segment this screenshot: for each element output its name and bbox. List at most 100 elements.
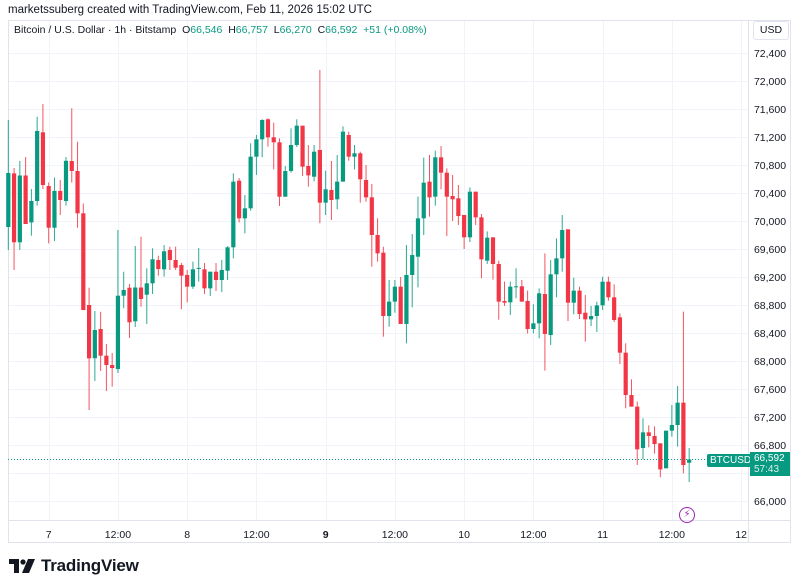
price-tick-label: 72,400 xyxy=(754,48,786,60)
candle xyxy=(208,271,213,296)
candle xyxy=(352,144,357,170)
candle xyxy=(121,271,126,309)
candle xyxy=(560,214,565,272)
candle-body xyxy=(231,181,236,248)
candle-body xyxy=(617,317,623,353)
candle-body xyxy=(479,217,484,260)
candle xyxy=(663,430,669,469)
candle xyxy=(202,263,207,295)
candle-body xyxy=(646,432,651,436)
candle xyxy=(115,230,121,373)
time-tick-label: 12:00 xyxy=(382,529,408,541)
candle-body xyxy=(63,160,69,201)
candle-body xyxy=(202,269,207,289)
candle-body xyxy=(283,171,288,197)
candle-body xyxy=(450,196,455,200)
time-tick-label: 12:00 xyxy=(659,529,685,541)
price-tick-label: 66,800 xyxy=(754,440,786,452)
candle-body xyxy=(681,402,686,466)
candle-body xyxy=(115,295,121,369)
time-tick-label: 7 xyxy=(46,529,52,541)
candle-body xyxy=(640,432,646,449)
candle-body xyxy=(167,249,172,260)
candle-body xyxy=(317,150,322,203)
candle-body xyxy=(161,251,167,270)
candle xyxy=(588,305,594,326)
price-tick-label: 68,800 xyxy=(754,300,786,312)
candle-body xyxy=(496,263,501,302)
price-axis: 72,400 72,000 71,600 71,200 70,800 70,400 70,0… xyxy=(754,48,786,508)
candle-body xyxy=(410,255,415,275)
currency-button[interactable]: USD xyxy=(753,21,789,40)
time-tick-label: 11 xyxy=(597,529,608,541)
candle-body xyxy=(35,130,40,201)
candle-body xyxy=(127,287,132,323)
candle-body xyxy=(444,172,449,197)
candle-body xyxy=(490,237,496,264)
lightning-icon[interactable]: ⚡︎ xyxy=(679,507,695,523)
tradingview-logo[interactable]: TradingView xyxy=(9,556,139,576)
candle xyxy=(196,248,201,282)
bar-countdown: 57:43 xyxy=(754,464,780,475)
candle-body xyxy=(265,119,271,138)
candle-body xyxy=(531,323,536,330)
candle-body xyxy=(173,259,178,268)
candle xyxy=(150,248,155,295)
candle-body xyxy=(58,190,63,200)
candle-body xyxy=(467,191,472,238)
candle-body xyxy=(110,364,115,368)
candle-body xyxy=(69,161,74,172)
candle-body xyxy=(98,329,103,356)
candle xyxy=(40,104,46,190)
candle xyxy=(248,143,253,211)
candle xyxy=(138,236,144,307)
candle-body xyxy=(92,329,97,359)
candle xyxy=(277,138,282,207)
candle-body xyxy=(23,175,28,225)
candle-body xyxy=(404,274,409,324)
candle-body xyxy=(612,297,617,320)
candle xyxy=(260,119,265,158)
time-tick-label: 12:00 xyxy=(520,529,546,541)
candle xyxy=(502,281,507,306)
candle xyxy=(340,126,346,182)
candle xyxy=(369,183,374,267)
tradingview-logo-icon xyxy=(9,559,35,573)
candle xyxy=(35,116,40,206)
candle-body xyxy=(369,197,374,235)
candle-body xyxy=(456,198,461,217)
candle xyxy=(542,253,548,371)
candle-body xyxy=(554,258,559,275)
candle-body xyxy=(335,181,340,200)
candle xyxy=(623,343,628,409)
candle xyxy=(479,214,484,279)
candle-body xyxy=(208,271,213,289)
candle xyxy=(317,70,322,224)
price-tick-label: 70,000 xyxy=(754,216,786,228)
candle xyxy=(86,287,92,410)
candle-body xyxy=(306,165,311,176)
candle xyxy=(92,311,97,382)
last-price-value: 66,592 xyxy=(754,453,785,464)
brand-name: TradingView xyxy=(41,556,139,575)
candle xyxy=(237,178,242,223)
candle-body xyxy=(652,435,657,445)
candle-body xyxy=(329,189,334,200)
candle-body xyxy=(81,213,86,311)
candle xyxy=(29,189,34,236)
candle xyxy=(450,175,455,221)
candle xyxy=(404,245,409,344)
symbol-title[interactable]: Bitcoin / U.S. Dollar · 1h · Bitstamp xyxy=(14,24,177,36)
candle xyxy=(363,165,369,202)
candle xyxy=(63,157,69,206)
candle-body xyxy=(462,214,467,238)
candle-body xyxy=(433,157,438,197)
candle xyxy=(387,280,392,327)
candle xyxy=(652,426,657,454)
candle xyxy=(433,150,438,206)
candle xyxy=(271,122,276,170)
candle-body xyxy=(571,290,576,303)
candle-body xyxy=(600,281,605,306)
time-tick-label: 10 xyxy=(458,529,470,541)
